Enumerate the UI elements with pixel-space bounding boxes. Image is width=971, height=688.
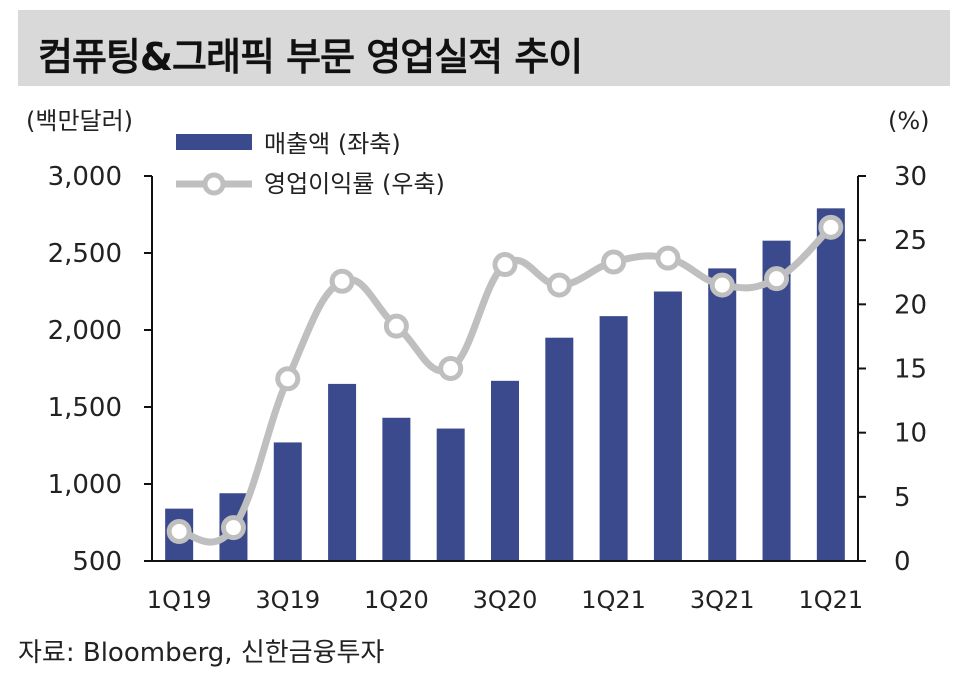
legend: 매출액 (좌축) 영업이익률 (우축) (176, 130, 445, 198)
bar-3Q21 (708, 268, 737, 561)
bar-1Q20 (382, 417, 411, 561)
bar-2Q21 (653, 291, 682, 561)
left-tick-label: 1,500 (48, 393, 122, 423)
legend-line-marker (202, 172, 226, 196)
x-tick-label: 1Q19 (147, 586, 212, 614)
axes (144, 175, 866, 562)
chart-title: 컴퓨팅&그래픽 부문 영업실적 추이 (38, 35, 583, 79)
margin-point-1Q19 (166, 518, 192, 544)
right-tick-label: 20 (894, 290, 927, 320)
margin-point-2Q21 (655, 245, 681, 271)
margin-point-1Q22 (818, 214, 844, 240)
margin-point-3Q20 (492, 252, 518, 278)
legend-bar-swatch (176, 134, 252, 150)
margin-point-3Q21 (709, 272, 735, 298)
margin-point-2Q19 (220, 515, 246, 541)
margin-point-4Q19 (329, 268, 355, 294)
title-bar: 컴퓨팅&그래픽 부문 영업실적 추이 (18, 10, 950, 86)
left-tick-label: 1,000 (48, 470, 122, 500)
margin-point-4Q21 (764, 266, 790, 292)
bar-4Q21 (762, 240, 791, 561)
bar-1Q22 (816, 208, 845, 561)
right-tick-label: 30 (894, 162, 927, 192)
margin-point-1Q21 (601, 249, 627, 275)
chart: (백만달러) (%) 매출액 (좌축) 영업이익률 (우축) 500 1,000 1… (26, 107, 930, 614)
bar-4Q20 (545, 337, 574, 561)
left-tick-label: 2,500 (48, 239, 122, 269)
margin-point-4Q20 (546, 272, 572, 298)
left-tick-label: 3,000 (48, 162, 122, 192)
left-axis-unit: (백만달러) (26, 107, 133, 135)
margin-point-1Q20 (383, 313, 409, 339)
x-tick-label: 3Q20 (473, 586, 538, 614)
x-tick-labels: 1Q19 3Q19 1Q20 3Q20 1Q21 3Q21 1Q21 (147, 586, 863, 614)
margin-line (166, 214, 844, 546)
x-tick-label: 1Q21 (798, 586, 863, 614)
legend-line-label: 영업이익률 (우축) (264, 170, 445, 198)
margin-point-2Q20 (438, 356, 464, 381)
bar-2Q20 (436, 428, 465, 561)
bar-4Q19 (328, 383, 357, 561)
bar-1Q21 (599, 316, 628, 561)
right-axis-unit: (%) (888, 107, 930, 135)
right-tick-label: 0 (894, 547, 911, 577)
source-note: 자료: Bloomberg, 신한금융투자 (18, 638, 385, 668)
right-tick-label: 25 (894, 226, 927, 256)
x-tick-label: 3Q19 (255, 586, 320, 614)
right-tick-labels: 0 5 10 15 20 25 30 (894, 162, 927, 577)
right-tick-label: 5 (894, 483, 911, 513)
x-tick-label: 3Q21 (690, 586, 755, 614)
bar-3Q20 (491, 380, 519, 561)
left-tick-label: 2,000 (48, 316, 122, 346)
x-tick-label: 1Q21 (581, 586, 646, 614)
right-tick-label: 15 (894, 355, 927, 385)
left-tick-label: 500 (72, 547, 122, 577)
bar-3Q19 (273, 442, 302, 561)
margin-point-3Q19 (275, 366, 301, 392)
x-tick-label: 1Q20 (364, 586, 429, 614)
left-tick-labels: 500 1,000 1,500 2,000 2,500 3,000 (48, 162, 122, 577)
margin-line-path (178, 224, 834, 546)
legend-bar-label: 매출액 (좌축) (264, 130, 401, 158)
right-tick-label: 10 (894, 419, 927, 449)
